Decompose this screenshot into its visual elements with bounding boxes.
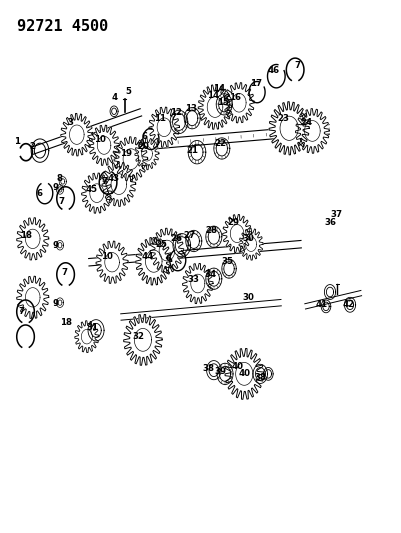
Polygon shape <box>295 109 328 154</box>
Polygon shape <box>136 237 171 285</box>
Text: 36: 36 <box>323 219 335 228</box>
Text: 33: 33 <box>187 275 199 284</box>
Text: 43: 43 <box>107 174 119 183</box>
Text: 35: 35 <box>221 257 233 265</box>
Polygon shape <box>150 228 183 273</box>
Polygon shape <box>89 125 119 165</box>
Polygon shape <box>75 321 99 353</box>
Text: 3: 3 <box>68 118 74 127</box>
Text: 21: 21 <box>186 146 198 155</box>
Text: 31: 31 <box>86 323 98 332</box>
Text: 24: 24 <box>299 118 311 127</box>
Text: 11: 11 <box>154 114 166 123</box>
Text: 7: 7 <box>18 307 24 316</box>
Text: 10: 10 <box>94 135 106 144</box>
Text: 14: 14 <box>207 91 219 100</box>
Text: 6: 6 <box>142 132 148 141</box>
Text: 7: 7 <box>61 269 67 277</box>
Text: 41: 41 <box>315 300 327 309</box>
Text: 9: 9 <box>53 183 59 192</box>
Text: 16: 16 <box>229 93 241 102</box>
Text: 5: 5 <box>125 86 131 95</box>
Text: 20: 20 <box>137 142 148 151</box>
Polygon shape <box>239 228 262 260</box>
Text: 42: 42 <box>342 300 354 309</box>
Text: 13: 13 <box>184 103 196 112</box>
Text: 15: 15 <box>217 98 229 107</box>
Text: 25: 25 <box>156 240 167 249</box>
Text: 10: 10 <box>101 253 113 261</box>
Polygon shape <box>81 173 112 213</box>
Polygon shape <box>148 107 179 147</box>
Text: 12: 12 <box>170 108 182 117</box>
Text: 29: 29 <box>227 219 239 228</box>
Text: 9: 9 <box>53 241 59 250</box>
Text: 46: 46 <box>267 67 279 75</box>
Text: 26: 26 <box>170 235 182 244</box>
Polygon shape <box>114 137 147 181</box>
Text: 38: 38 <box>202 364 214 373</box>
Text: 2: 2 <box>29 142 35 151</box>
Polygon shape <box>182 263 213 304</box>
Text: 34: 34 <box>205 270 217 279</box>
Text: 7: 7 <box>101 177 107 186</box>
Text: 28: 28 <box>205 226 217 235</box>
Text: 1: 1 <box>14 137 20 146</box>
Polygon shape <box>124 314 162 365</box>
Text: 19: 19 <box>119 149 132 158</box>
Text: 44: 44 <box>142 253 154 261</box>
Polygon shape <box>198 85 231 130</box>
Text: 40: 40 <box>231 362 243 371</box>
Polygon shape <box>17 276 49 319</box>
Text: 38: 38 <box>254 373 265 382</box>
Text: 27: 27 <box>183 231 195 240</box>
Text: 7: 7 <box>294 61 300 70</box>
Polygon shape <box>225 349 263 399</box>
Text: 23: 23 <box>276 114 288 123</box>
Polygon shape <box>222 214 251 253</box>
Polygon shape <box>61 114 93 156</box>
Text: 39: 39 <box>214 367 226 376</box>
Text: 30: 30 <box>242 235 253 244</box>
Text: 40: 40 <box>238 369 250 378</box>
Text: 92721 4500: 92721 4500 <box>17 19 108 34</box>
Text: 32: 32 <box>133 332 144 341</box>
Text: 37: 37 <box>330 210 342 219</box>
Text: 30: 30 <box>242 293 253 302</box>
Text: 18: 18 <box>59 318 71 327</box>
Text: 6: 6 <box>166 254 172 263</box>
Polygon shape <box>223 83 254 123</box>
Text: 6: 6 <box>37 189 43 198</box>
Text: 18: 18 <box>20 231 31 240</box>
Text: 17: 17 <box>249 78 262 87</box>
Text: 22: 22 <box>214 139 226 148</box>
Text: 14: 14 <box>213 84 225 93</box>
Polygon shape <box>102 162 136 206</box>
Text: 45: 45 <box>86 185 98 194</box>
Text: 9: 9 <box>53 299 59 308</box>
Polygon shape <box>135 138 158 169</box>
Polygon shape <box>17 217 49 260</box>
Text: 4: 4 <box>111 93 117 102</box>
Text: 7: 7 <box>59 197 65 206</box>
Text: 8: 8 <box>57 174 63 183</box>
Polygon shape <box>96 241 128 284</box>
Polygon shape <box>268 102 308 155</box>
